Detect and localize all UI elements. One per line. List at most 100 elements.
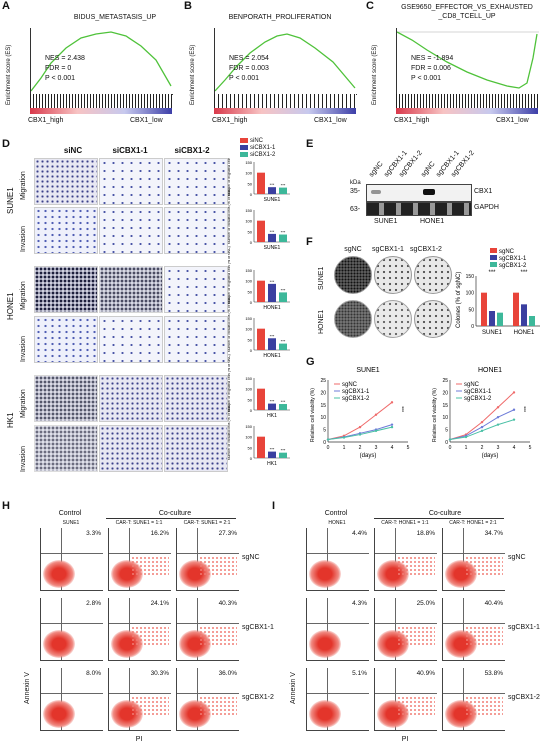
d-ylabel: Number of invaded cells (% of siNC) (228, 404, 231, 460)
micro-hone1-inv-2 (164, 316, 228, 363)
g-point (326, 438, 330, 441)
d-xlabel: SUNE1 (264, 197, 281, 203)
e-kda: kDa (350, 180, 361, 186)
d-ytick: 150 (245, 424, 252, 429)
micro-sune1-mig-sinc (34, 158, 98, 205)
d-bar (257, 328, 265, 350)
g-ytick: 15 (320, 403, 326, 409)
flow-plot: 4.4% (306, 528, 369, 591)
fdr-b: FDR = 0.003 (229, 65, 269, 72)
d-ytick: 50 (248, 397, 253, 402)
d-bar (257, 220, 265, 242)
flow-xlabel: PI (135, 736, 143, 743)
flow-row-label: sgCBX1-1 (242, 624, 274, 631)
d-sig: *** (270, 447, 275, 452)
f-ytick: 0 (471, 324, 474, 330)
micro-hone1-mig-sinc (34, 266, 98, 313)
d-bar (279, 187, 287, 194)
e-lane-4: sgNC (420, 160, 437, 179)
flow-percent: 34.7% (484, 530, 503, 537)
e-lane-1: sgNC (368, 160, 385, 179)
panel-label-b: B (184, 0, 192, 12)
d-ytick: 0 (250, 192, 253, 197)
g-ytick: 0 (323, 440, 326, 446)
pval-a: P < 0.001 (45, 75, 76, 82)
d-row-mig-1: Migration (20, 171, 27, 200)
g-ytick: 25 (320, 378, 326, 384)
g-legend-label: sgNC (464, 382, 480, 388)
flow-percent: 24.1% (150, 600, 169, 607)
micro-hone1-mig-1 (99, 266, 163, 313)
flow-percent: 25.0% (416, 600, 435, 607)
i-control: Control (324, 510, 348, 517)
g-xtick: 5 (529, 445, 532, 451)
gsea-low-c: CBX1_low (496, 117, 529, 124)
flow-percent: 2.8% (86, 600, 101, 607)
flow-percent: 8.0% (86, 670, 101, 677)
g-legend-label: sgCBX1-1 (342, 389, 370, 395)
g-xtick: 2 (481, 445, 484, 451)
g-point (342, 436, 346, 439)
d-sig: *** (270, 182, 275, 187)
g-point (358, 433, 362, 436)
gsea-rank-bar-b (214, 108, 356, 114)
d-cell-sune1: SUNE1 (6, 187, 15, 214)
d-ytick: 150 (245, 160, 252, 165)
g-xtick: 4 (391, 445, 394, 451)
g-ytick: 20 (442, 390, 448, 396)
nes-a: NES = 2.438 (45, 55, 85, 62)
gsea-hits-b (214, 94, 356, 108)
f-legend-swatch (490, 248, 497, 253)
d-ytick: 150 (245, 316, 252, 321)
micro-sune1-mig-1 (99, 158, 163, 205)
d-ytick: 0 (250, 348, 253, 353)
d-ytick: 100 (245, 435, 252, 440)
e-protein-cbx1: CBX1 (474, 188, 493, 195)
e-protein-gapdh: GAPDH (474, 204, 499, 211)
d-bar-charts: 150 100 50 0 Number of migrated cells (% of … (228, 158, 290, 467)
flow-percent: 30.3% (150, 670, 169, 677)
h-coculture-line (106, 518, 236, 519)
g-legend-label: sgNC (342, 382, 358, 388)
g-ylabel: Relative cell viability (%) (432, 388, 438, 442)
g-point (390, 425, 394, 429)
g-xtick: 4 (513, 445, 516, 451)
d-ytick: 50 (248, 229, 253, 234)
flow-plot: 36.0% (176, 668, 239, 731)
gsea-stats-c: NES = -1.894 FDR = 0.006 P < 0.001 (411, 54, 453, 84)
f-bar (513, 292, 519, 326)
e-blot-cbx1 (366, 184, 472, 202)
flow-percent: 27.3% (218, 530, 237, 537)
flow-plot: 40.4% (442, 598, 505, 661)
d-bar (268, 403, 276, 410)
g-point (480, 420, 484, 424)
e-cell-hone1: HONE1 (420, 218, 445, 225)
f-dish-hone1-sgnc (334, 300, 372, 338)
d-bar (268, 338, 276, 350)
g-legend-label: sgCBX1-2 (464, 396, 492, 402)
d-ytick: 150 (245, 268, 252, 273)
flow-percent: 16.2% (150, 530, 169, 537)
d-bar (279, 343, 287, 350)
d-row-inv-2: Invasion (20, 335, 27, 362)
e-blot-gapdh (366, 202, 472, 216)
g-xlabel: (days) (482, 453, 499, 459)
d-sig: *** (281, 183, 286, 188)
micro-hk1-mig-sinc (34, 375, 98, 422)
g-point (374, 413, 378, 416)
flow-subtitle: CAR-T: HONE1 = 1:1 (381, 520, 429, 526)
d-legend-sicbx1-2: siCBX1-2 (250, 152, 276, 159)
f-ytick: 50 (468, 307, 474, 313)
flow-subtitle: CAR-T: SUNE1 = 2:1 (183, 520, 231, 526)
g-point (464, 435, 468, 439)
flow-plot: 27.3% (176, 528, 239, 591)
fdr-a: FDR = 0 (45, 65, 72, 72)
flow-row-label: sgCBX1-2 (242, 694, 274, 701)
micro-sune1-inv-1 (99, 207, 163, 254)
f-legend-label: sgCBX1-2 (499, 263, 527, 269)
d-row-mig-3: Migration (20, 389, 27, 418)
d-ytick: 100 (245, 171, 252, 176)
d-xlabel: HONE1 (263, 305, 280, 311)
flow-percent: 4.4% (352, 530, 367, 537)
d-sig: *** (281, 399, 286, 404)
